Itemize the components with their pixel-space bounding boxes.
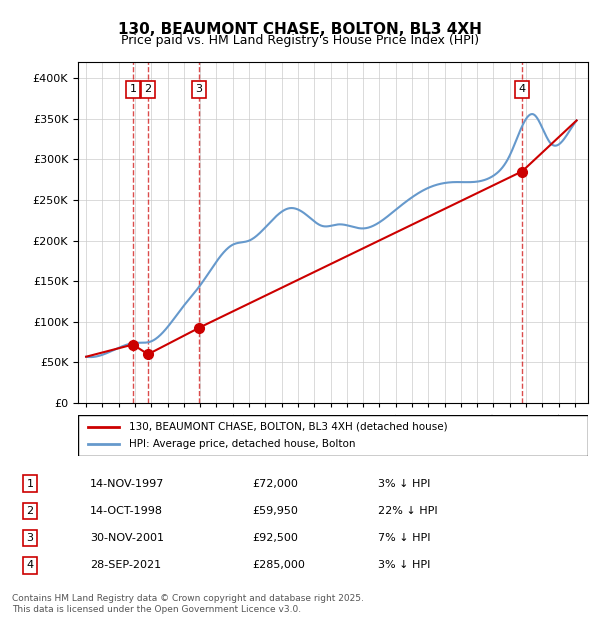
Text: 130, BEAUMONT CHASE, BOLTON, BL3 4XH: 130, BEAUMONT CHASE, BOLTON, BL3 4XH bbox=[118, 22, 482, 37]
Text: 30-NOV-2001: 30-NOV-2001 bbox=[90, 533, 164, 543]
Text: 1: 1 bbox=[130, 84, 136, 94]
Text: 3% ↓ HPI: 3% ↓ HPI bbox=[378, 560, 430, 570]
Text: 2: 2 bbox=[26, 506, 34, 516]
Text: 1: 1 bbox=[26, 479, 34, 489]
Text: Price paid vs. HM Land Registry's House Price Index (HPI): Price paid vs. HM Land Registry's House … bbox=[121, 34, 479, 47]
Text: £92,500: £92,500 bbox=[252, 533, 298, 543]
Text: 4: 4 bbox=[26, 560, 34, 570]
Text: 130, BEAUMONT CHASE, BOLTON, BL3 4XH (detached house): 130, BEAUMONT CHASE, BOLTON, BL3 4XH (de… bbox=[129, 422, 448, 432]
Text: HPI: Average price, detached house, Bolton: HPI: Average price, detached house, Bolt… bbox=[129, 440, 355, 450]
Text: £59,950: £59,950 bbox=[252, 506, 298, 516]
Text: 3: 3 bbox=[195, 84, 202, 94]
Text: 3% ↓ HPI: 3% ↓ HPI bbox=[378, 479, 430, 489]
Text: 28-SEP-2021: 28-SEP-2021 bbox=[90, 560, 161, 570]
Text: 4: 4 bbox=[518, 84, 526, 94]
Text: 14-NOV-1997: 14-NOV-1997 bbox=[90, 479, 164, 489]
Text: 22% ↓ HPI: 22% ↓ HPI bbox=[378, 506, 437, 516]
Text: 14-OCT-1998: 14-OCT-1998 bbox=[90, 506, 163, 516]
Text: 2: 2 bbox=[145, 84, 151, 94]
Text: £285,000: £285,000 bbox=[252, 560, 305, 570]
Text: 7% ↓ HPI: 7% ↓ HPI bbox=[378, 533, 431, 543]
Text: 3: 3 bbox=[26, 533, 34, 543]
Text: Contains HM Land Registry data © Crown copyright and database right 2025.
This d: Contains HM Land Registry data © Crown c… bbox=[12, 595, 364, 614]
Text: £72,000: £72,000 bbox=[252, 479, 298, 489]
